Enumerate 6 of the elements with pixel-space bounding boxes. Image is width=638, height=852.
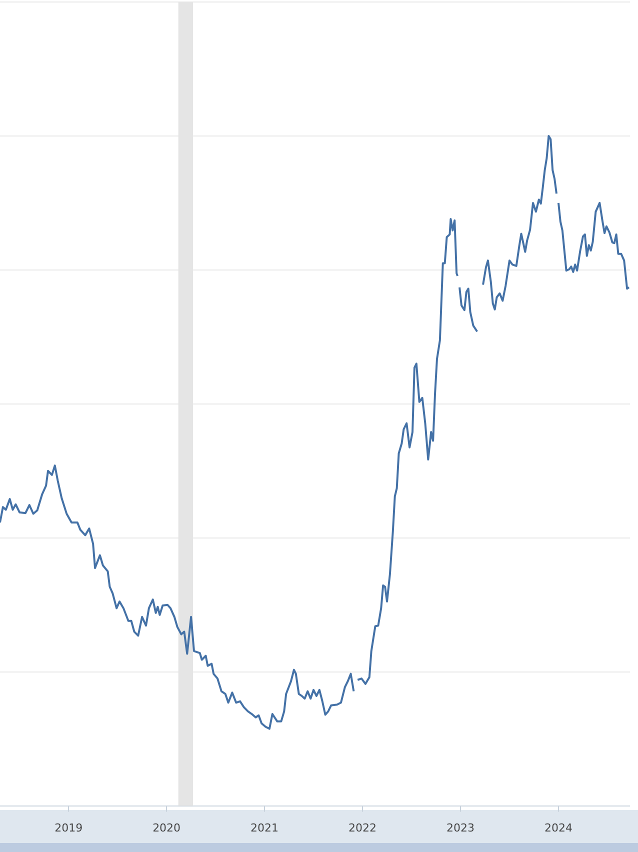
x-tick-label: 2024	[544, 821, 572, 834]
x-tick-label: 2021	[250, 821, 279, 834]
x-tick-label: 2020	[152, 821, 181, 834]
x-tick-label: 2023	[446, 821, 474, 834]
x-tick-label: 2019	[54, 821, 83, 834]
x-tick-label: 2022	[348, 821, 377, 834]
